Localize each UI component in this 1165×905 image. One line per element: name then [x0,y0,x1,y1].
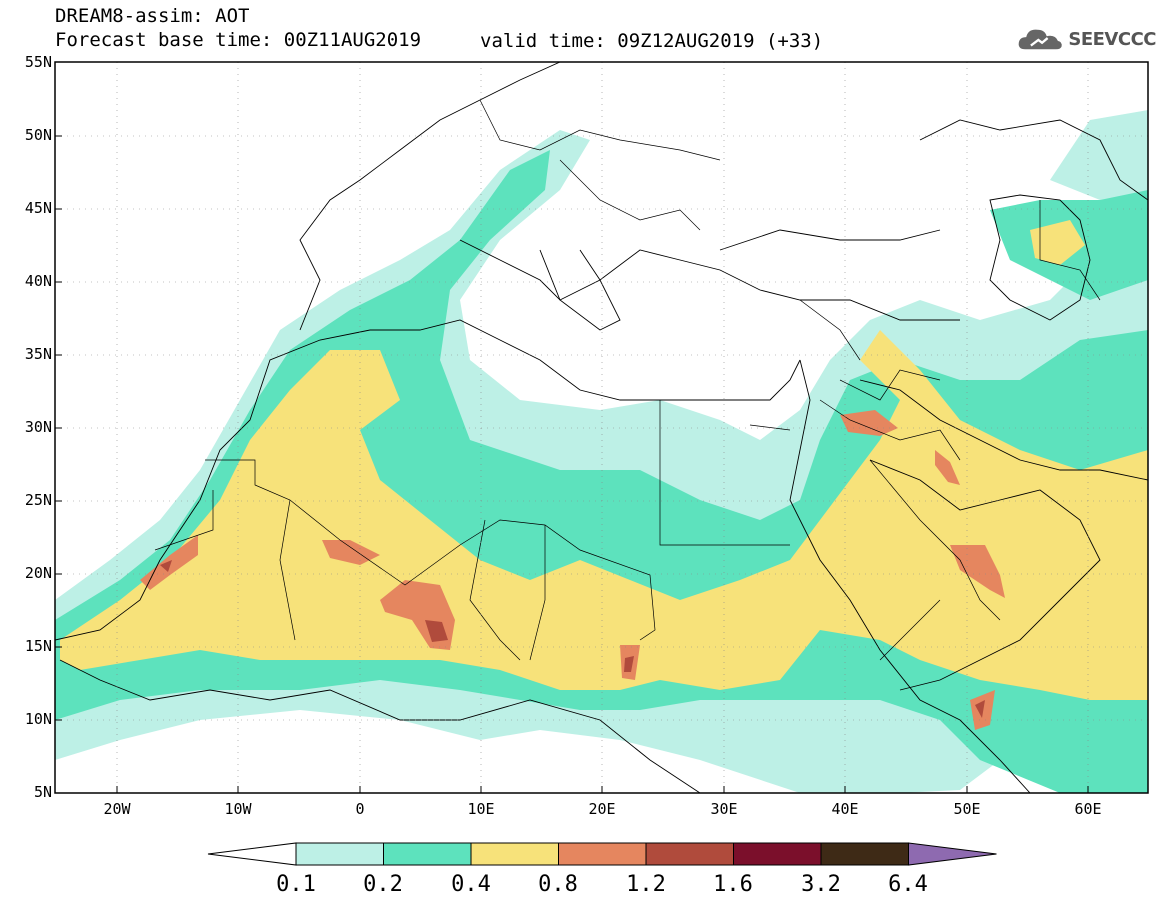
aot-contour-1.2-b [160,560,172,572]
lat-tick: 10N [24,710,52,728]
aot-contour-0.8-f [950,545,1005,598]
aot-contour-0.8-b [322,540,380,565]
seevccc-logo: SEEVCCC [1016,22,1156,56]
coastlines [55,62,1148,793]
legend-label: 6.4 [888,872,928,897]
aot-contour-1.2-c [624,656,634,672]
aot-contour-1.2-d [975,700,985,718]
lat-tick: 35N [24,345,52,363]
aot-field [55,62,1148,793]
lon-tick: 30E [710,800,738,818]
lat-tick: 30N [24,418,52,436]
aot-contour-1.2-a [425,620,448,642]
aot-contour-0.1-north [1050,110,1148,200]
valid-time: valid time: 09Z12AUG2019 (+33) [480,30,824,52]
lon-tick: 20E [588,800,616,818]
legend-label: 1.2 [626,872,666,897]
lon-tick: 50E [953,800,981,818]
lat-tick: 45N [24,199,52,217]
aot-contour-0.4-east [1030,220,1085,265]
lon-tick: 10W [224,800,252,818]
legend-label: 0.1 [276,872,316,897]
aot-contour-0.8-d [840,410,898,436]
lat-tick: 40N [24,272,52,290]
legend-label: 0.4 [451,872,491,897]
cloud-icon [1018,29,1062,50]
forecast-base-time: Forecast base time: 00Z11AUG2019 [55,29,422,51]
map-title: DREAM8-assim: AOT [55,5,250,27]
lat-tick: 50N [24,126,52,144]
aot-map [54,61,1149,794]
axis-ticks [55,135,1089,793]
aot-contour-0.4 [60,330,1148,700]
lon-tick: 40E [831,800,859,818]
logo-text: SEEVCCC [1068,28,1156,50]
legend-label: 0.2 [363,872,403,897]
lat-tick: 20N [24,564,52,582]
graticule [55,62,1148,793]
lon-tick: 20W [103,800,131,818]
lat-tick: 55N [24,53,52,71]
aot-contour-0.8-e [935,450,960,485]
lon-tick: 60E [1074,800,1102,818]
legend-label: 0.8 [538,872,578,897]
political-borders [154,99,1101,661]
lon-tick: 0 [355,800,365,818]
lat-tick: 15N [24,637,52,655]
legend-label: 1.6 [713,872,753,897]
lat-tick: 25N [24,491,52,509]
legend-label: 3.2 [801,872,841,897]
lat-tick: 5N [33,783,52,801]
lon-tick: 10E [467,800,495,818]
